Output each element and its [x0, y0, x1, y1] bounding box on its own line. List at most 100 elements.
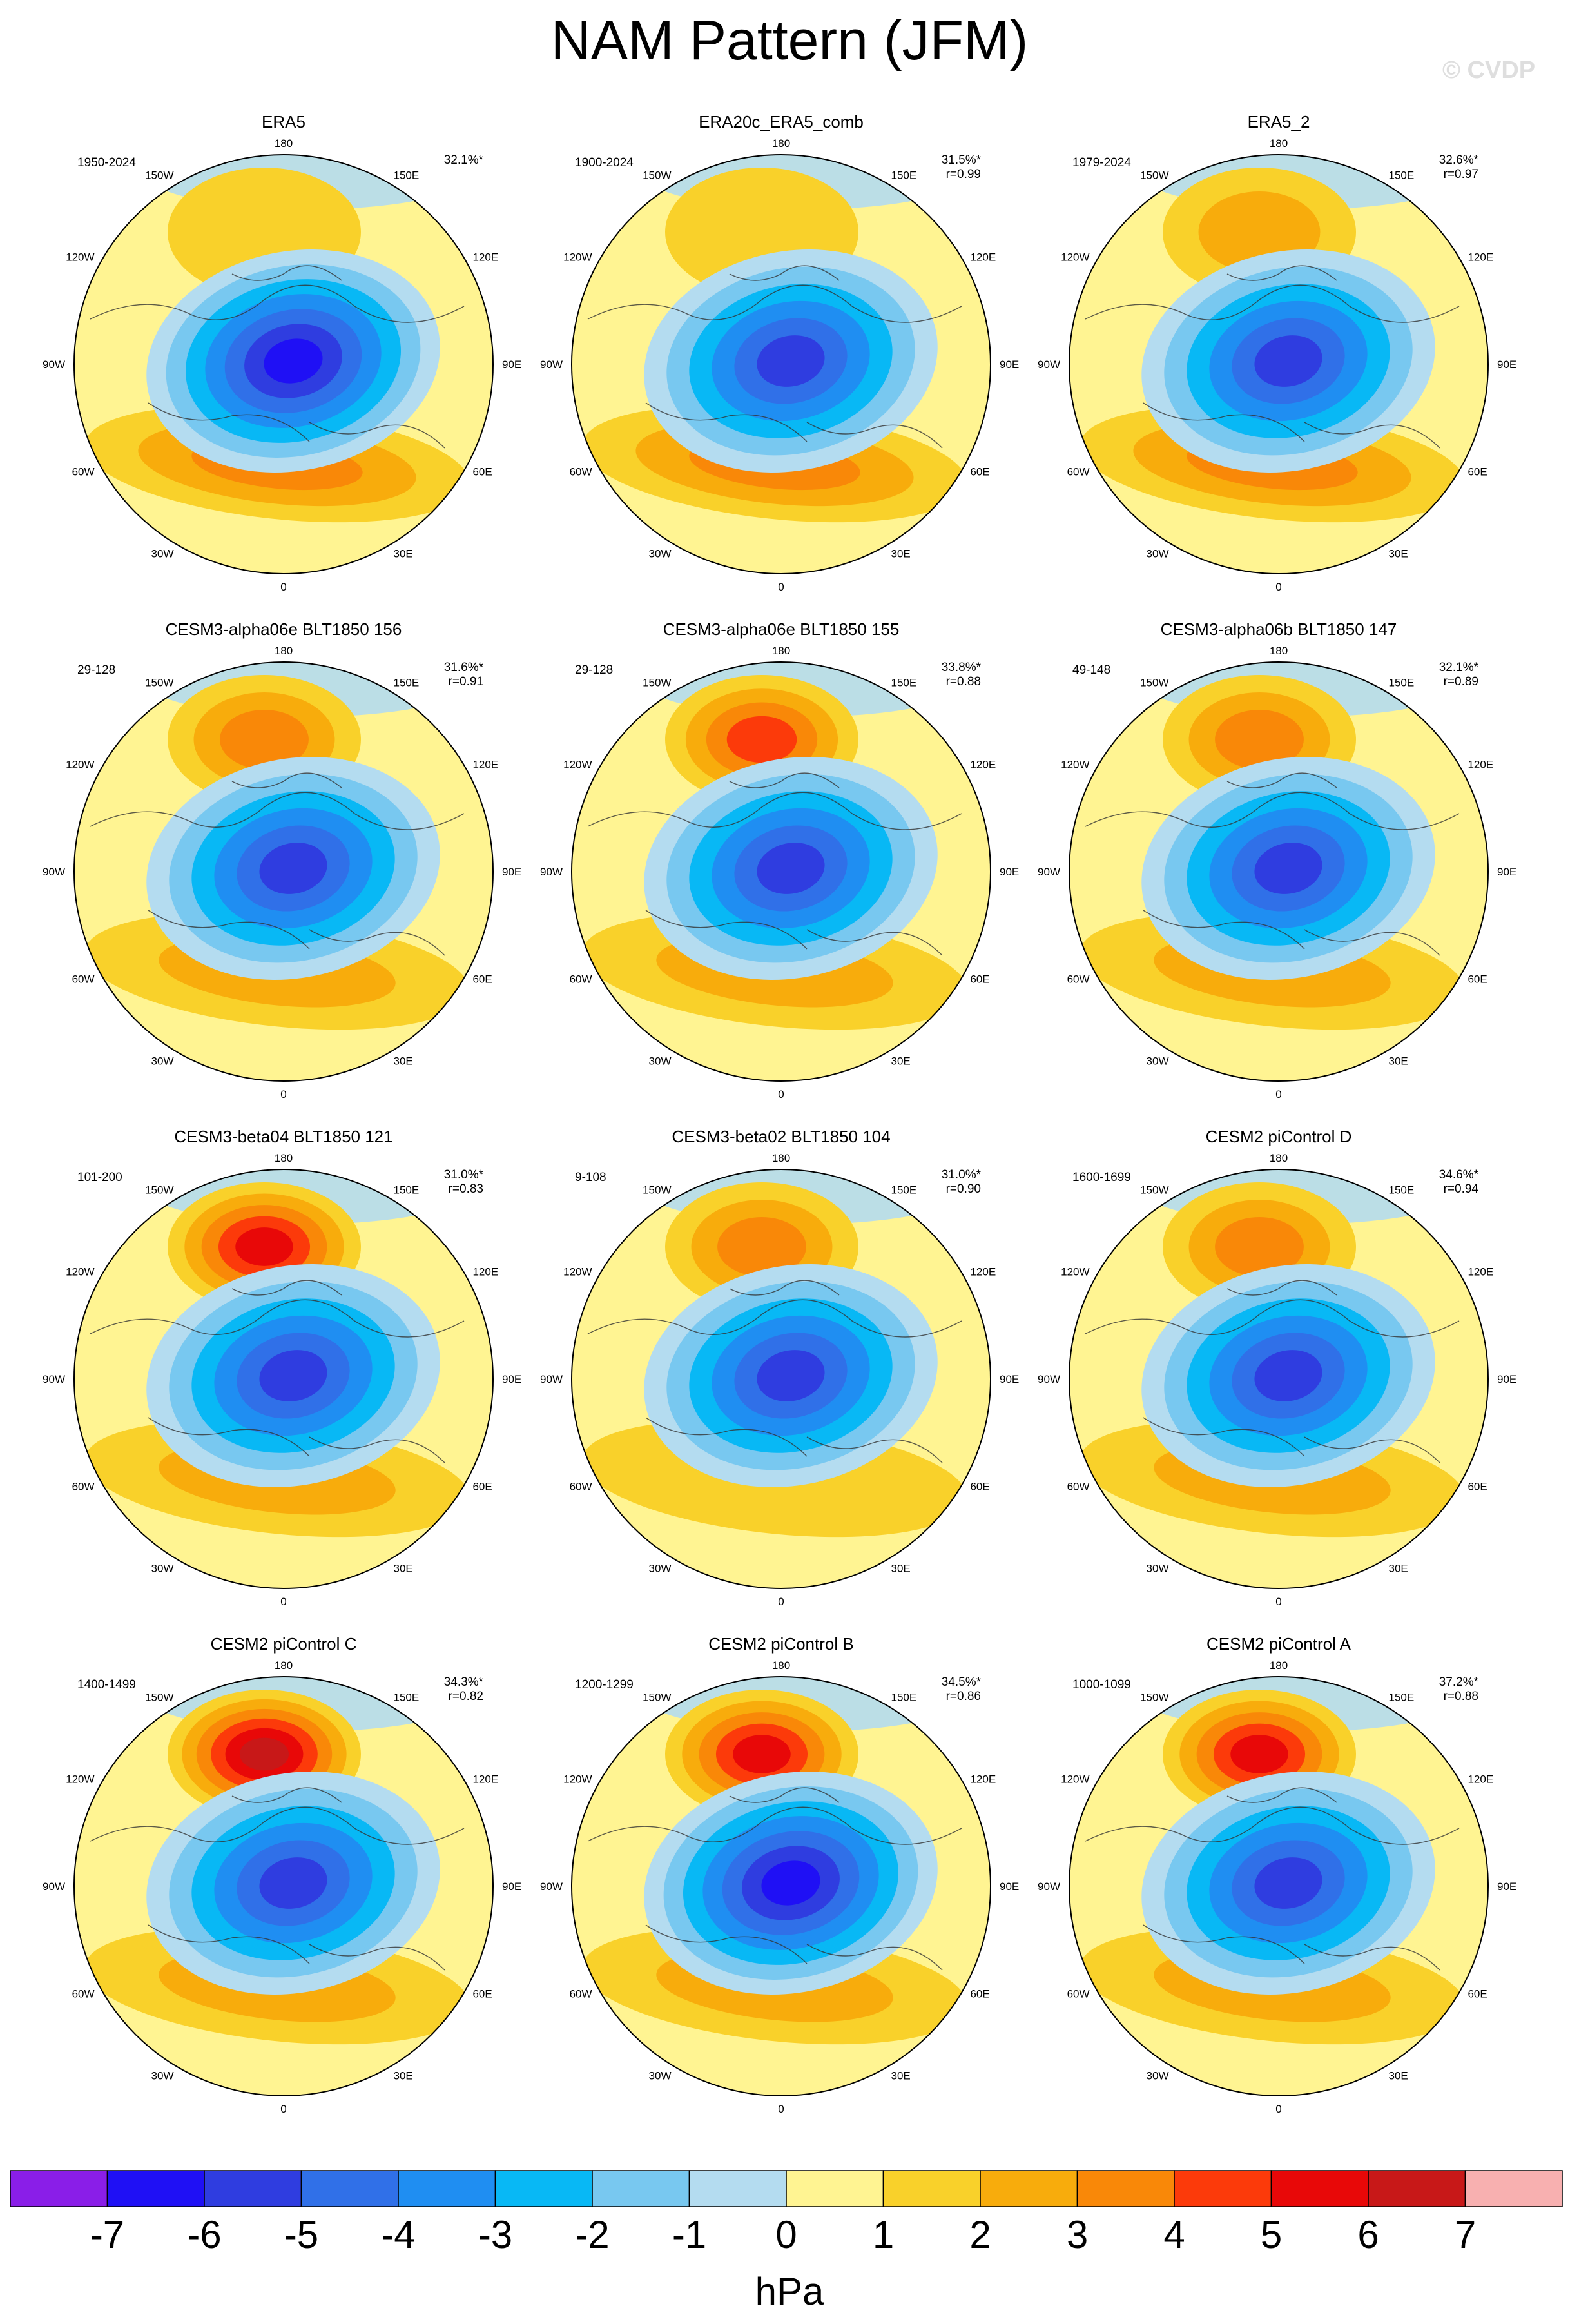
longitude-label: 30E	[394, 547, 413, 560]
coastline	[587, 265, 962, 449]
panel-title: CESM3-alpha06e BLT1850 155	[663, 620, 900, 639]
arctic-low-contour	[259, 843, 327, 894]
longitude-label: 90E	[1000, 1373, 1019, 1385]
arctic-low-contour	[757, 335, 825, 387]
longitude-label: 90E	[502, 358, 521, 371]
longitude-label: 60W	[1067, 466, 1090, 478]
coastline	[1085, 1280, 1460, 1463]
colorbar-tick-label: 2	[969, 2213, 991, 2256]
longitude-label: 60E	[970, 973, 989, 986]
longitude-label: 30W	[649, 547, 672, 560]
longitude-label: 150W	[643, 1184, 671, 1196]
longitude-label: 180	[772, 645, 790, 657]
pattern-correlation: r=0.94	[1444, 1182, 1479, 1196]
longitude-label: 0	[1275, 581, 1281, 593]
longitude-label: 60W	[72, 973, 95, 986]
map-boundary	[73, 661, 494, 1082]
longitude-label: 60W	[570, 1988, 592, 2000]
pattern-correlation: r=0.91	[449, 675, 483, 688]
colorbar-tick-label: -3	[478, 2213, 512, 2256]
longitude-label: 150E	[891, 170, 917, 182]
map-panel: CESM3-alpha06e BLT1850 155 29-128 33.8%* r=…	[536, 617, 1026, 1107]
period-label: 1600-1699	[1072, 1171, 1131, 1184]
longitude-label: 90W	[1038, 866, 1060, 878]
longitude-label: 90W	[43, 1880, 65, 1893]
colorbar-unit-label: hPa	[755, 2270, 824, 2313]
map-boundary	[571, 1169, 991, 1589]
arctic-low-contour	[761, 1860, 820, 1906]
colorbar-swatch	[688, 2170, 787, 2207]
longitude-label: 120E	[1468, 251, 1493, 264]
colorbar-swatch	[10, 2170, 108, 2207]
period-label: 1950-2024	[77, 156, 136, 170]
longitude-label: 120E	[970, 1266, 996, 1278]
longitude-label: 180	[1270, 645, 1288, 657]
longitude-label: 150W	[145, 1184, 173, 1196]
longitude-label: 150W	[1140, 677, 1168, 689]
longitude-label: 120E	[472, 1266, 498, 1278]
colorbar-tick-label: 4	[1163, 2213, 1185, 2256]
period-label: 1000-1099	[1072, 1678, 1131, 1692]
panel-title: ERA5	[262, 112, 305, 132]
coastline	[90, 1787, 465, 1971]
longitude-label: 60E	[1468, 466, 1487, 478]
colorbar-swatch	[1270, 2170, 1369, 2207]
contour-field	[572, 1677, 991, 2096]
panel-title: ERA20c_ERA5_comb	[699, 112, 864, 132]
map-panel: CESM2 piControl C 1400-1499 34.3%* r=0.82 18…	[39, 1632, 528, 2122]
longitude-label: 90E	[502, 1373, 521, 1385]
longitude-label: 0	[1275, 2103, 1281, 2115]
map-boundary	[571, 661, 991, 1082]
coastline	[1085, 772, 1460, 956]
pattern-correlation: r=0.86	[946, 1690, 981, 1703]
longitude-label: 60W	[1067, 1988, 1090, 2000]
longitude-label: 150E	[394, 1184, 420, 1196]
longitude-label: 60E	[1468, 1988, 1487, 2000]
coastline	[1085, 265, 1460, 449]
variance-explained: 31.5%*	[942, 153, 982, 167]
longitude-label: 60E	[472, 1988, 492, 2000]
longitude-label: 60W	[1067, 973, 1090, 986]
panel-title: CESM3-beta04 BLT1850 121	[174, 1127, 392, 1146]
colorbar-swatch	[786, 2170, 884, 2207]
map-boundary	[73, 154, 494, 574]
map-panel: ERA20c_ERA5_comb 1900-2024 31.5%* r=0.99 180…	[536, 110, 1026, 600]
pattern-correlation: r=0.83	[449, 1182, 483, 1196]
longitude-label: 90W	[540, 358, 563, 371]
pattern-correlation: r=0.82	[449, 1690, 483, 1703]
variance-explained: 34.5%*	[942, 1675, 982, 1689]
longitude-label: 150W	[145, 170, 173, 182]
panel-title: CESM3-alpha06b BLT1850 147	[1161, 620, 1397, 639]
contour-field	[1069, 1169, 1488, 1588]
longitude-label: 30E	[394, 2069, 413, 2082]
longitude-label: 90W	[540, 866, 563, 878]
longitude-label: 30E	[891, 2069, 911, 2082]
longitude-label: 30E	[394, 1562, 413, 1574]
coastline	[1085, 1787, 1460, 1971]
longitude-label: 60E	[970, 1988, 989, 2000]
longitude-label: 150W	[1140, 1184, 1168, 1196]
contour-field	[572, 662, 991, 1081]
variance-explained: 37.2%*	[1439, 1675, 1479, 1689]
pattern-correlation: r=0.88	[946, 675, 981, 688]
colorbar-swatch	[494, 2170, 593, 2207]
map-panel: CESM3-alpha06b BLT1850 147 49-148 32.1%* r=…	[1034, 617, 1524, 1107]
pacific-high-contour	[220, 710, 309, 769]
longitude-label: 0	[280, 1088, 286, 1100]
longitude-label: 30W	[1147, 1055, 1169, 1067]
period-label: 1900-2024	[575, 156, 634, 170]
longitude-label: 120E	[1468, 1266, 1493, 1278]
pattern-correlation: r=0.89	[1444, 675, 1478, 688]
pacific-high-contour	[235, 1227, 293, 1266]
longitude-label: 60W	[72, 1481, 95, 1493]
longitude-label: 30E	[394, 1055, 413, 1067]
colorbar-tick-label: -5	[284, 2213, 318, 2256]
variance-explained: 32.1%*	[1439, 661, 1479, 674]
map-panel: ERA5_2 1979-2024 32.6%* r=0.97 180 150E 120E 90…	[1034, 110, 1524, 600]
map-boundary	[1069, 1169, 1489, 1589]
coastline	[587, 1787, 962, 1971]
longitude-label: 180	[772, 1659, 790, 1672]
longitude-label: 150E	[1389, 170, 1415, 182]
longitude-label: 120W	[563, 1773, 592, 1786]
